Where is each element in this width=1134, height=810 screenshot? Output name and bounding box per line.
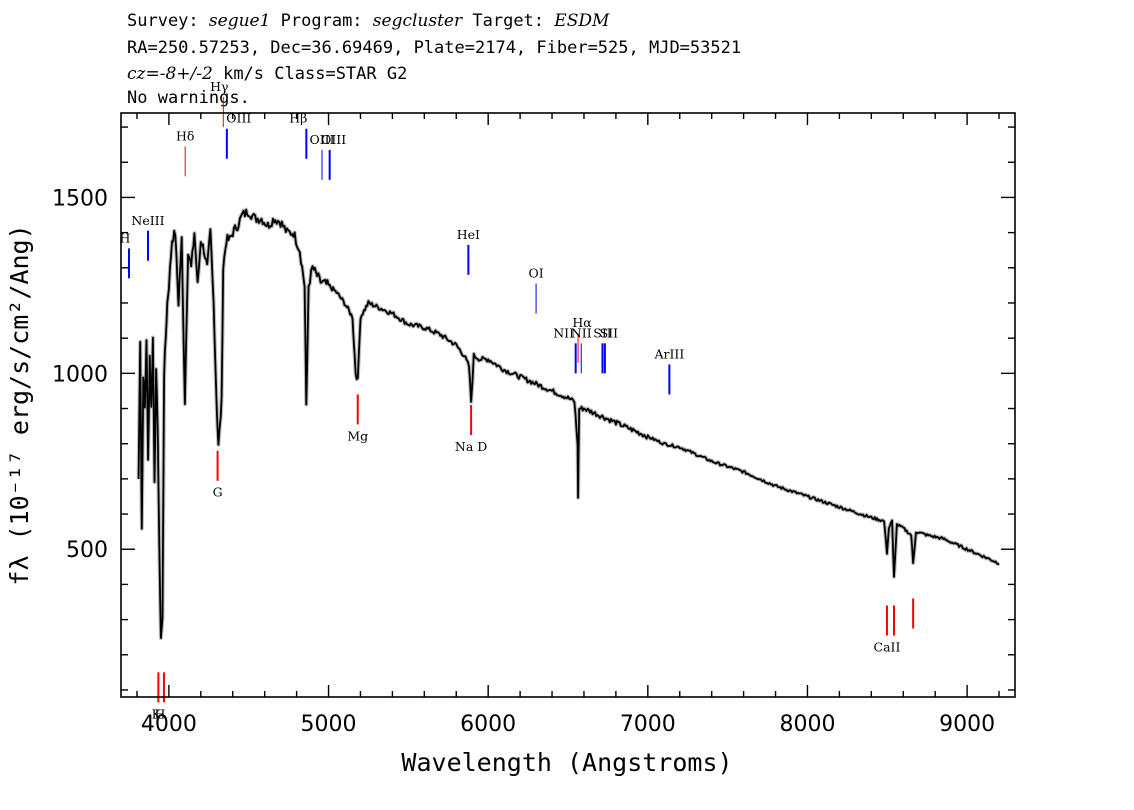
survey-label: Survey:	[127, 11, 199, 31]
y-axis-title: fλ (10⁻¹⁷ erg/s/cm²/Ang)	[5, 224, 34, 585]
line-label: CaII	[874, 640, 901, 655]
header-line-2: RA=250.57253, Dec=36.69469, Plate=2174, …	[127, 38, 742, 58]
line-label: OIII	[226, 111, 251, 126]
y-tick-label: 1000	[52, 362, 108, 387]
line-label: NII	[553, 325, 574, 340]
x-axis-title: Wavelength (Angstroms)	[401, 748, 732, 777]
line-label: NeIII	[131, 213, 164, 228]
target-value: ESDM	[554, 11, 610, 31]
line-label: Hβ	[289, 111, 307, 126]
line-label: Mg	[347, 428, 368, 443]
x-tick-label: 9000	[939, 712, 995, 737]
header-line-4: No warnings.	[127, 88, 250, 108]
class-label: Class=STAR G2	[274, 64, 408, 84]
line-label: Hδ	[176, 128, 194, 143]
line-label: Hα	[572, 315, 592, 330]
survey-value: segue1	[208, 11, 271, 31]
line-label: OIII	[309, 132, 334, 147]
x-tick-label: 6000	[460, 712, 516, 737]
program-label: Program:	[280, 11, 363, 31]
line-label: H	[154, 706, 165, 721]
line-label: G	[213, 485, 223, 500]
line-label: H	[120, 230, 131, 245]
line-label: SII	[593, 325, 612, 340]
x-tick-label: 8000	[779, 712, 835, 737]
axis-ticks	[121, 113, 1015, 697]
line-label: OIII	[321, 132, 346, 147]
x-tick-label: 4000	[141, 712, 197, 737]
line-label: Na D	[455, 439, 487, 454]
line-label: HeI	[457, 227, 480, 242]
line-label: NII	[571, 325, 592, 340]
program-value: segcluster	[372, 11, 463, 31]
cz-value: -8+/-2	[159, 64, 213, 84]
x-tick-label: 5000	[301, 712, 357, 737]
cz-unit: km/s	[223, 64, 265, 84]
line-label: K	[152, 706, 162, 721]
spectrum-series	[136, 207, 1001, 640]
line-label: Hγ	[210, 79, 228, 94]
spectrum-error-band	[136, 207, 1001, 640]
cz-label: cz=	[127, 64, 160, 84]
tick-labels: 4000 5000 6000 7000 8000 9000 500 1000 1500	[52, 186, 995, 737]
line-label: SII	[600, 325, 619, 340]
line-label: OI	[528, 266, 543, 281]
y-tick-label: 1500	[52, 186, 108, 211]
y-tick-label: 500	[66, 538, 108, 563]
header-line-1: Survey: segue1 Program: segcluster Targe…	[127, 10, 609, 32]
spectrum-line	[137, 208, 1000, 639]
plot-frame	[120, 112, 1016, 698]
x-tick-label: 7000	[620, 712, 676, 737]
target-label: Target:	[472, 11, 545, 31]
line-label: ArIII	[653, 346, 684, 361]
header-line-3: cz=-8+/-2 km/s Class=STAR G2	[127, 63, 407, 85]
